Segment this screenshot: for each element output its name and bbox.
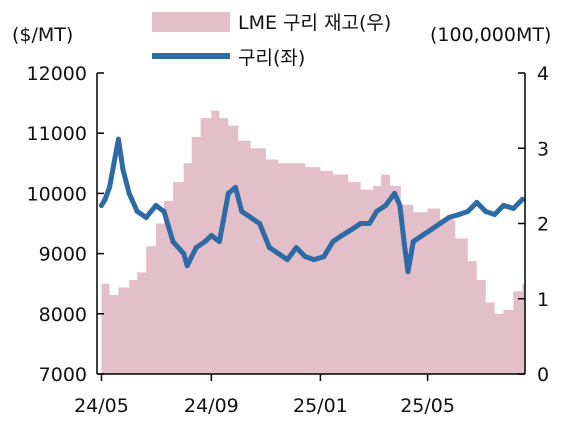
copper-price-point [98, 202, 104, 208]
copper-price-point [456, 211, 462, 217]
copper-price-point [367, 221, 373, 226]
copper-price-point [437, 221, 443, 226]
copper-price-point [126, 190, 132, 196]
copper-price-point [216, 239, 222, 245]
copper-price-point [330, 239, 336, 245]
copper-price-point [266, 245, 272, 251]
copper-price-point [284, 257, 290, 263]
right-tick-label: 4 [537, 63, 549, 85]
x-tick-label: 24/05 [74, 395, 129, 417]
copper-price-point [232, 184, 238, 190]
right-tick-label: 3 [537, 138, 549, 160]
copper-price-point [474, 199, 480, 205]
copper-price-point [501, 202, 507, 208]
left-tick-label: 9000 [39, 244, 87, 266]
legend: LME 구리 재고(우) 구리(좌) [152, 12, 391, 69]
copper-price-point [120, 166, 126, 172]
copper-price-point [405, 269, 411, 275]
copper-price-point [184, 263, 190, 269]
copper-price-point [257, 221, 263, 226]
copper-price-point [392, 190, 398, 196]
left-axis-unit: ($/MT) [12, 24, 73, 46]
copper-price-point [446, 214, 452, 220]
copper-price-point [311, 257, 317, 263]
copper-price-point [111, 160, 117, 166]
copper-price-point [134, 208, 140, 214]
copper-price-point [193, 245, 199, 251]
copper-price-point [107, 184, 113, 190]
legend-swatch-inventory [152, 12, 230, 32]
right-tick-label: 1 [537, 289, 549, 311]
copper-price-point [208, 233, 214, 239]
copper-price-point [349, 227, 355, 233]
copper-price-point [202, 239, 208, 245]
copper-price-point [161, 208, 167, 214]
copper-price-point [102, 196, 108, 202]
left-tick-label: 7000 [39, 364, 87, 386]
copper-price-point [170, 239, 176, 245]
copper-price-point [293, 245, 299, 251]
copper-price-point [519, 196, 525, 202]
copper-price-point [143, 214, 149, 220]
copper-price-point [302, 254, 308, 260]
inventory-area [101, 110, 525, 374]
copper-price-point [410, 239, 416, 245]
ticks: 12000 11000 10000 9000 8000 7000 4 3 2 1 0 24/05 24/… [27, 63, 550, 417]
inventory-area-layer [101, 110, 525, 374]
copper-price-point [181, 251, 187, 257]
x-tick-label: 25/01 [293, 395, 348, 417]
left-tick-label: 12000 [27, 63, 87, 85]
copper-price-point [383, 202, 389, 208]
copper-price-point [401, 242, 407, 248]
copper-price-point [248, 214, 254, 220]
copper-line-layer [98, 136, 525, 275]
left-tick-label: 10000 [27, 183, 87, 205]
copper-price-point [239, 208, 245, 214]
right-tick-label: 0 [537, 364, 549, 386]
x-tick-label: 25/05 [400, 395, 455, 417]
copper-price-point [374, 208, 380, 214]
legend-label-copper: 구리(좌) [238, 47, 305, 69]
left-tick-label: 8000 [39, 304, 87, 326]
copper-price-point [153, 202, 159, 208]
copper-price-point [225, 190, 231, 196]
copper-price-point [321, 254, 327, 260]
x-tick-label: 24/09 [184, 395, 239, 417]
copper-price-point [275, 251, 281, 257]
copper-price-point [465, 208, 471, 214]
copper-price-point [358, 221, 364, 226]
copper-price-point [397, 202, 403, 208]
right-tick-label: 2 [537, 214, 549, 236]
copper-price-point [483, 208, 489, 214]
copper-price-point [510, 205, 516, 211]
right-axis-unit: (100,000MT) [430, 24, 551, 46]
copper-price-point [492, 211, 498, 217]
legend-label-inventory: LME 구리 재고(우) [238, 12, 391, 34]
copper-price-point [115, 136, 121, 142]
copper-price-point [419, 233, 425, 239]
left-tick-label: 11000 [27, 123, 87, 145]
copper-price-point [428, 227, 434, 233]
copper-price-point [339, 233, 345, 239]
